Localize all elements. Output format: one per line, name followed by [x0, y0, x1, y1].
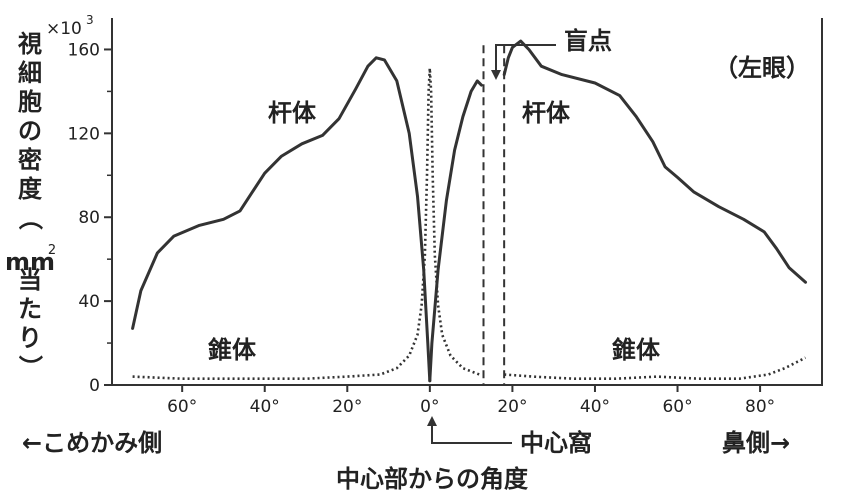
y-label-char: 当: [18, 266, 42, 294]
rod-label-left: 杆体: [268, 99, 317, 127]
y-tick-label: 0: [89, 376, 100, 396]
y-tick-label: 160: [68, 40, 100, 60]
y-tick-label: 120: [68, 124, 100, 144]
x-tick-label: 40°: [580, 397, 610, 417]
blind-spot-leader: [495, 44, 556, 72]
x-tick-label: 20°: [497, 397, 527, 417]
y-label-char: 密: [18, 146, 42, 174]
cone-density-series: [132, 67, 807, 380]
plot-frame: [111, 18, 823, 386]
blind-spot-band: [482, 45, 506, 385]
tick-layer: 0 40 80 120 160 60° 40° 20° 0° 20° 40° 60° 80°: [68, 40, 776, 417]
y-multiplier: ×10: [46, 19, 82, 39]
series-layer: [131, 39, 807, 383]
y-label-char: 細: [18, 59, 42, 87]
y-label-char: ）: [16, 355, 44, 379]
eye-annotation: （左眼）: [714, 54, 810, 82]
y-multiplier-exponent: 3: [86, 13, 94, 27]
y-label-char: た: [18, 295, 42, 323]
x-tick-label: 0°: [420, 397, 439, 417]
x-tick-label: 60°: [662, 397, 692, 417]
y-tick-label: 80: [78, 208, 100, 228]
rod-density-line: [502, 39, 807, 284]
rod-density-series: [131, 39, 807, 383]
rod-density-line: [428, 79, 483, 383]
y-label-superscript: 2: [48, 243, 56, 258]
y-tick-label: 40: [78, 292, 100, 312]
cone-density-line: [504, 356, 807, 380]
x-tick-label: 20°: [332, 397, 362, 417]
fovea-label: 中心窩: [520, 429, 592, 457]
x-axis-label: 中心部からの角度: [336, 465, 529, 493]
y-label-char: り: [18, 324, 42, 352]
cone-density-line: [132, 67, 480, 380]
y-label-char: mm: [5, 248, 55, 276]
cone-label-right: 錐体: [612, 336, 661, 364]
y-label-char: の: [18, 117, 42, 145]
x-tick-label: 60°: [167, 397, 197, 417]
y-label-char: 視: [17, 30, 42, 58]
cone-label-left: 錐体: [208, 336, 257, 364]
y-label-char: 度: [18, 175, 43, 203]
blind-spot-arrowhead: [491, 70, 501, 80]
y-label-char: 胞: [18, 88, 42, 116]
temporal-side-label: ←こめかみ側: [22, 429, 162, 457]
fovea-arrowhead: [427, 416, 437, 426]
blind-spot-label: 盲点: [564, 27, 612, 55]
y-label-char: （: [16, 206, 44, 230]
rod-label-right: 杆体: [522, 99, 571, 127]
fovea-leader: [431, 424, 512, 444]
nasal-side-label: 鼻側→: [722, 429, 790, 457]
x-tick-label: 80°: [745, 397, 775, 417]
rod-density-line: [131, 56, 432, 383]
axes-box: [111, 18, 823, 386]
x-tick-label: 40°: [250, 397, 280, 417]
